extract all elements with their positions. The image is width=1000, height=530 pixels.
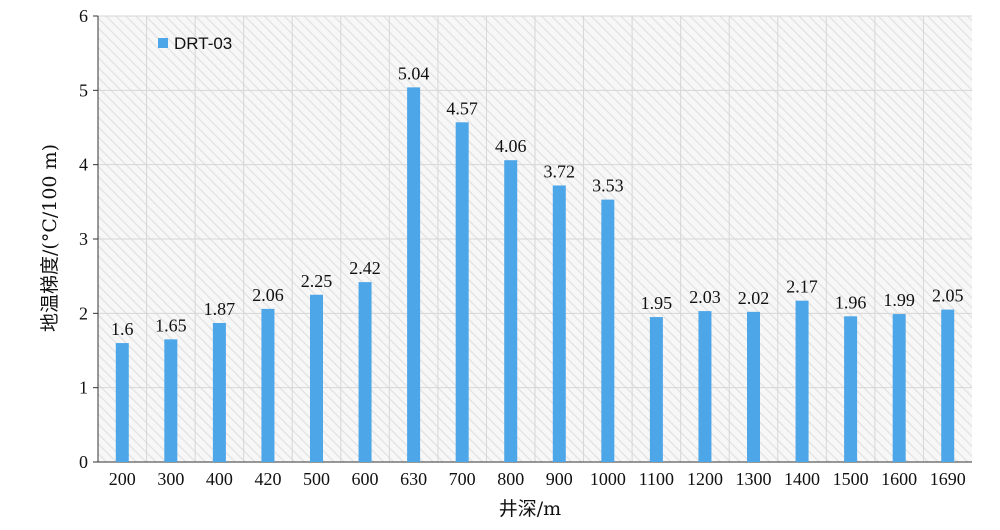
x-tick-label: 1100 bbox=[639, 469, 674, 489]
x-axis-title: 井深/m bbox=[499, 498, 561, 520]
bar-value-label: 3.72 bbox=[544, 161, 576, 181]
x-tick-label: 500 bbox=[303, 469, 330, 489]
bar bbox=[892, 314, 906, 462]
gridlines bbox=[98, 15, 972, 462]
y-tick-label: 3 bbox=[79, 229, 88, 249]
x-tick-label: 1600 bbox=[881, 469, 917, 489]
x-tick-label: 420 bbox=[254, 469, 281, 489]
y-tick-label: 4 bbox=[79, 155, 88, 175]
legend-label: DRT-03 bbox=[174, 34, 232, 53]
bar bbox=[164, 339, 178, 462]
x-tick-label: 630 bbox=[400, 469, 427, 489]
x-tick-label: 300 bbox=[157, 469, 184, 489]
bar-value-label: 2.06 bbox=[252, 285, 284, 305]
bar bbox=[941, 309, 955, 462]
bar bbox=[310, 294, 323, 462]
data-labels: 1.6 1.65 1.87 2.06 2.25 2.42 5.04 4.57 4.06 3.72 3… bbox=[111, 63, 963, 339]
bar bbox=[698, 311, 712, 462]
legend: DRT-03 bbox=[158, 34, 232, 53]
bar-series bbox=[115, 87, 955, 463]
bar-value-label: 2.02 bbox=[738, 288, 770, 308]
bar bbox=[747, 311, 760, 462]
x-tick-label: 200 bbox=[109, 469, 136, 489]
bar-value-label: 2.42 bbox=[349, 258, 381, 278]
bar bbox=[358, 282, 372, 462]
y-tick-label: 1 bbox=[79, 378, 88, 398]
bar bbox=[552, 185, 566, 463]
bar-value-label: 2.03 bbox=[689, 287, 721, 307]
bar bbox=[844, 316, 858, 462]
x-tick-label: 1200 bbox=[687, 469, 723, 489]
bar bbox=[649, 317, 663, 462]
bar-value-label: 2.25 bbox=[301, 271, 333, 291]
bar-value-label: 1.6 bbox=[111, 319, 134, 339]
bar bbox=[601, 199, 615, 462]
bar-value-label: 1.65 bbox=[155, 315, 187, 335]
x-tick-label: 900 bbox=[546, 469, 573, 489]
bar-value-label: 1.87 bbox=[204, 299, 236, 319]
bar bbox=[504, 160, 518, 462]
x-tick-label: 1300 bbox=[736, 469, 772, 489]
tick-labels: 0 1 2 3 4 5 6 200 300 400 420 500 600 630 700 800 900 100… bbox=[79, 6, 966, 489]
x-tick-label: 1400 bbox=[784, 469, 820, 489]
bar bbox=[115, 343, 129, 462]
bar-value-label: 5.04 bbox=[398, 63, 430, 83]
bar-value-label: 4.57 bbox=[446, 98, 478, 118]
legend-swatch bbox=[158, 38, 168, 48]
x-tick-label: 800 bbox=[497, 469, 524, 489]
y-tick-label: 0 bbox=[79, 452, 88, 472]
bar bbox=[212, 322, 226, 462]
x-tick-label: 1500 bbox=[833, 469, 869, 489]
bar-value-label: 2.17 bbox=[786, 277, 818, 297]
bar-value-label: 4.06 bbox=[495, 136, 527, 156]
y-tick-label: 6 bbox=[79, 6, 88, 26]
bar-value-label: 2.05 bbox=[932, 286, 964, 306]
x-tick-label: 600 bbox=[352, 469, 379, 489]
bar-value-label: 1.99 bbox=[883, 290, 915, 310]
y-tick-label: 2 bbox=[79, 303, 88, 323]
x-tick-label: 700 bbox=[449, 469, 476, 489]
bar bbox=[455, 122, 469, 463]
bar bbox=[795, 300, 809, 462]
bar bbox=[407, 87, 421, 463]
bar-value-label: 1.95 bbox=[641, 293, 673, 313]
x-tick-label: 1000 bbox=[590, 469, 626, 489]
y-tick-label: 5 bbox=[79, 80, 88, 100]
x-tick-label: 1690 bbox=[930, 469, 966, 489]
x-tick-label: 400 bbox=[206, 469, 233, 489]
y-axis-title: 地温梯度/(°C/100 m) bbox=[39, 144, 61, 332]
bar-value-label: 1.96 bbox=[835, 292, 867, 312]
bar-value-label: 3.53 bbox=[592, 176, 624, 196]
bar bbox=[261, 308, 275, 462]
